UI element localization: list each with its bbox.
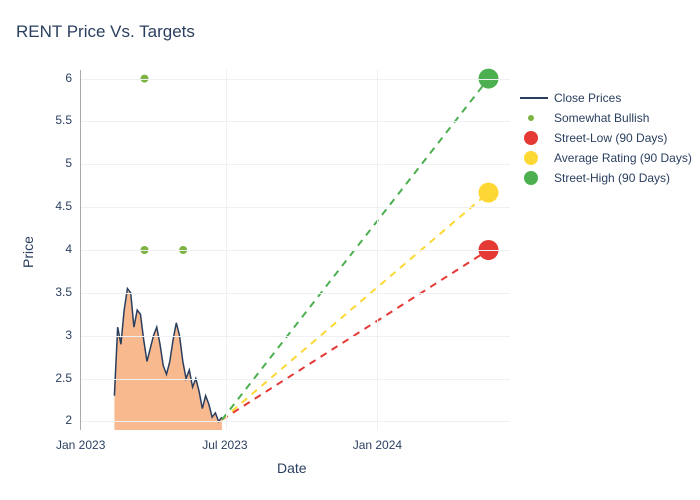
grid-line: [80, 379, 510, 380]
legend: Close Prices Somewhat Bullish Street-Low (…: [520, 88, 692, 188]
legend-item[interactable]: Street-Low (90 Days): [520, 128, 692, 148]
target-dot-average: [479, 183, 499, 203]
y-tick-label: 3.5: [55, 285, 72, 299]
chart-container: RENT Price Vs. Targets Price Date Close …: [0, 0, 700, 500]
legend-line-marker: [520, 97, 548, 99]
y-tick-label: 5.5: [55, 113, 72, 127]
legend-label: Street-Low (90 Days): [554, 131, 667, 145]
grid-line: [80, 421, 510, 422]
y-tick-label: 6: [65, 71, 72, 85]
grid-line: [80, 207, 510, 208]
legend-label: Street-High (90 Days): [554, 171, 670, 185]
x-tick-label: Jan 2023: [56, 438, 105, 452]
grid-line: [80, 250, 510, 251]
close-price-area: [114, 289, 221, 430]
legend-dot-marker: [524, 131, 538, 145]
grid-line: [226, 70, 227, 430]
legend-label: Close Prices: [554, 91, 621, 105]
x-tick-label: Jul 2023: [202, 438, 247, 452]
target-line-average: [222, 193, 489, 420]
y-tick-label: 5: [65, 156, 72, 170]
grid-line: [80, 164, 510, 165]
grid-line: [377, 70, 378, 430]
y-tick-label: 2.5: [55, 371, 72, 385]
legend-dot-marker: [524, 151, 538, 165]
grid-line: [80, 336, 510, 337]
legend-label: Somewhat Bullish: [554, 111, 649, 125]
legend-dot-marker: [524, 171, 538, 185]
y-tick-label: 4.5: [55, 199, 72, 213]
y-tick-label: 2: [65, 413, 72, 427]
grid-line: [80, 79, 510, 80]
y-zero-line: [80, 70, 81, 430]
legend-item[interactable]: Average Rating (90 Days): [520, 148, 692, 168]
legend-item[interactable]: Somewhat Bullish: [520, 108, 692, 128]
y-tick-label: 4: [65, 242, 72, 256]
x-tick-label: Jan 2024: [353, 438, 402, 452]
legend-label: Average Rating (90 Days): [554, 151, 692, 165]
grid-line: [80, 293, 510, 294]
legend-dot-marker: [528, 115, 534, 121]
y-tick-label: 3: [65, 328, 72, 342]
legend-item[interactable]: Close Prices: [520, 88, 692, 108]
grid-line: [80, 121, 510, 122]
legend-item[interactable]: Street-High (90 Days): [520, 168, 692, 188]
